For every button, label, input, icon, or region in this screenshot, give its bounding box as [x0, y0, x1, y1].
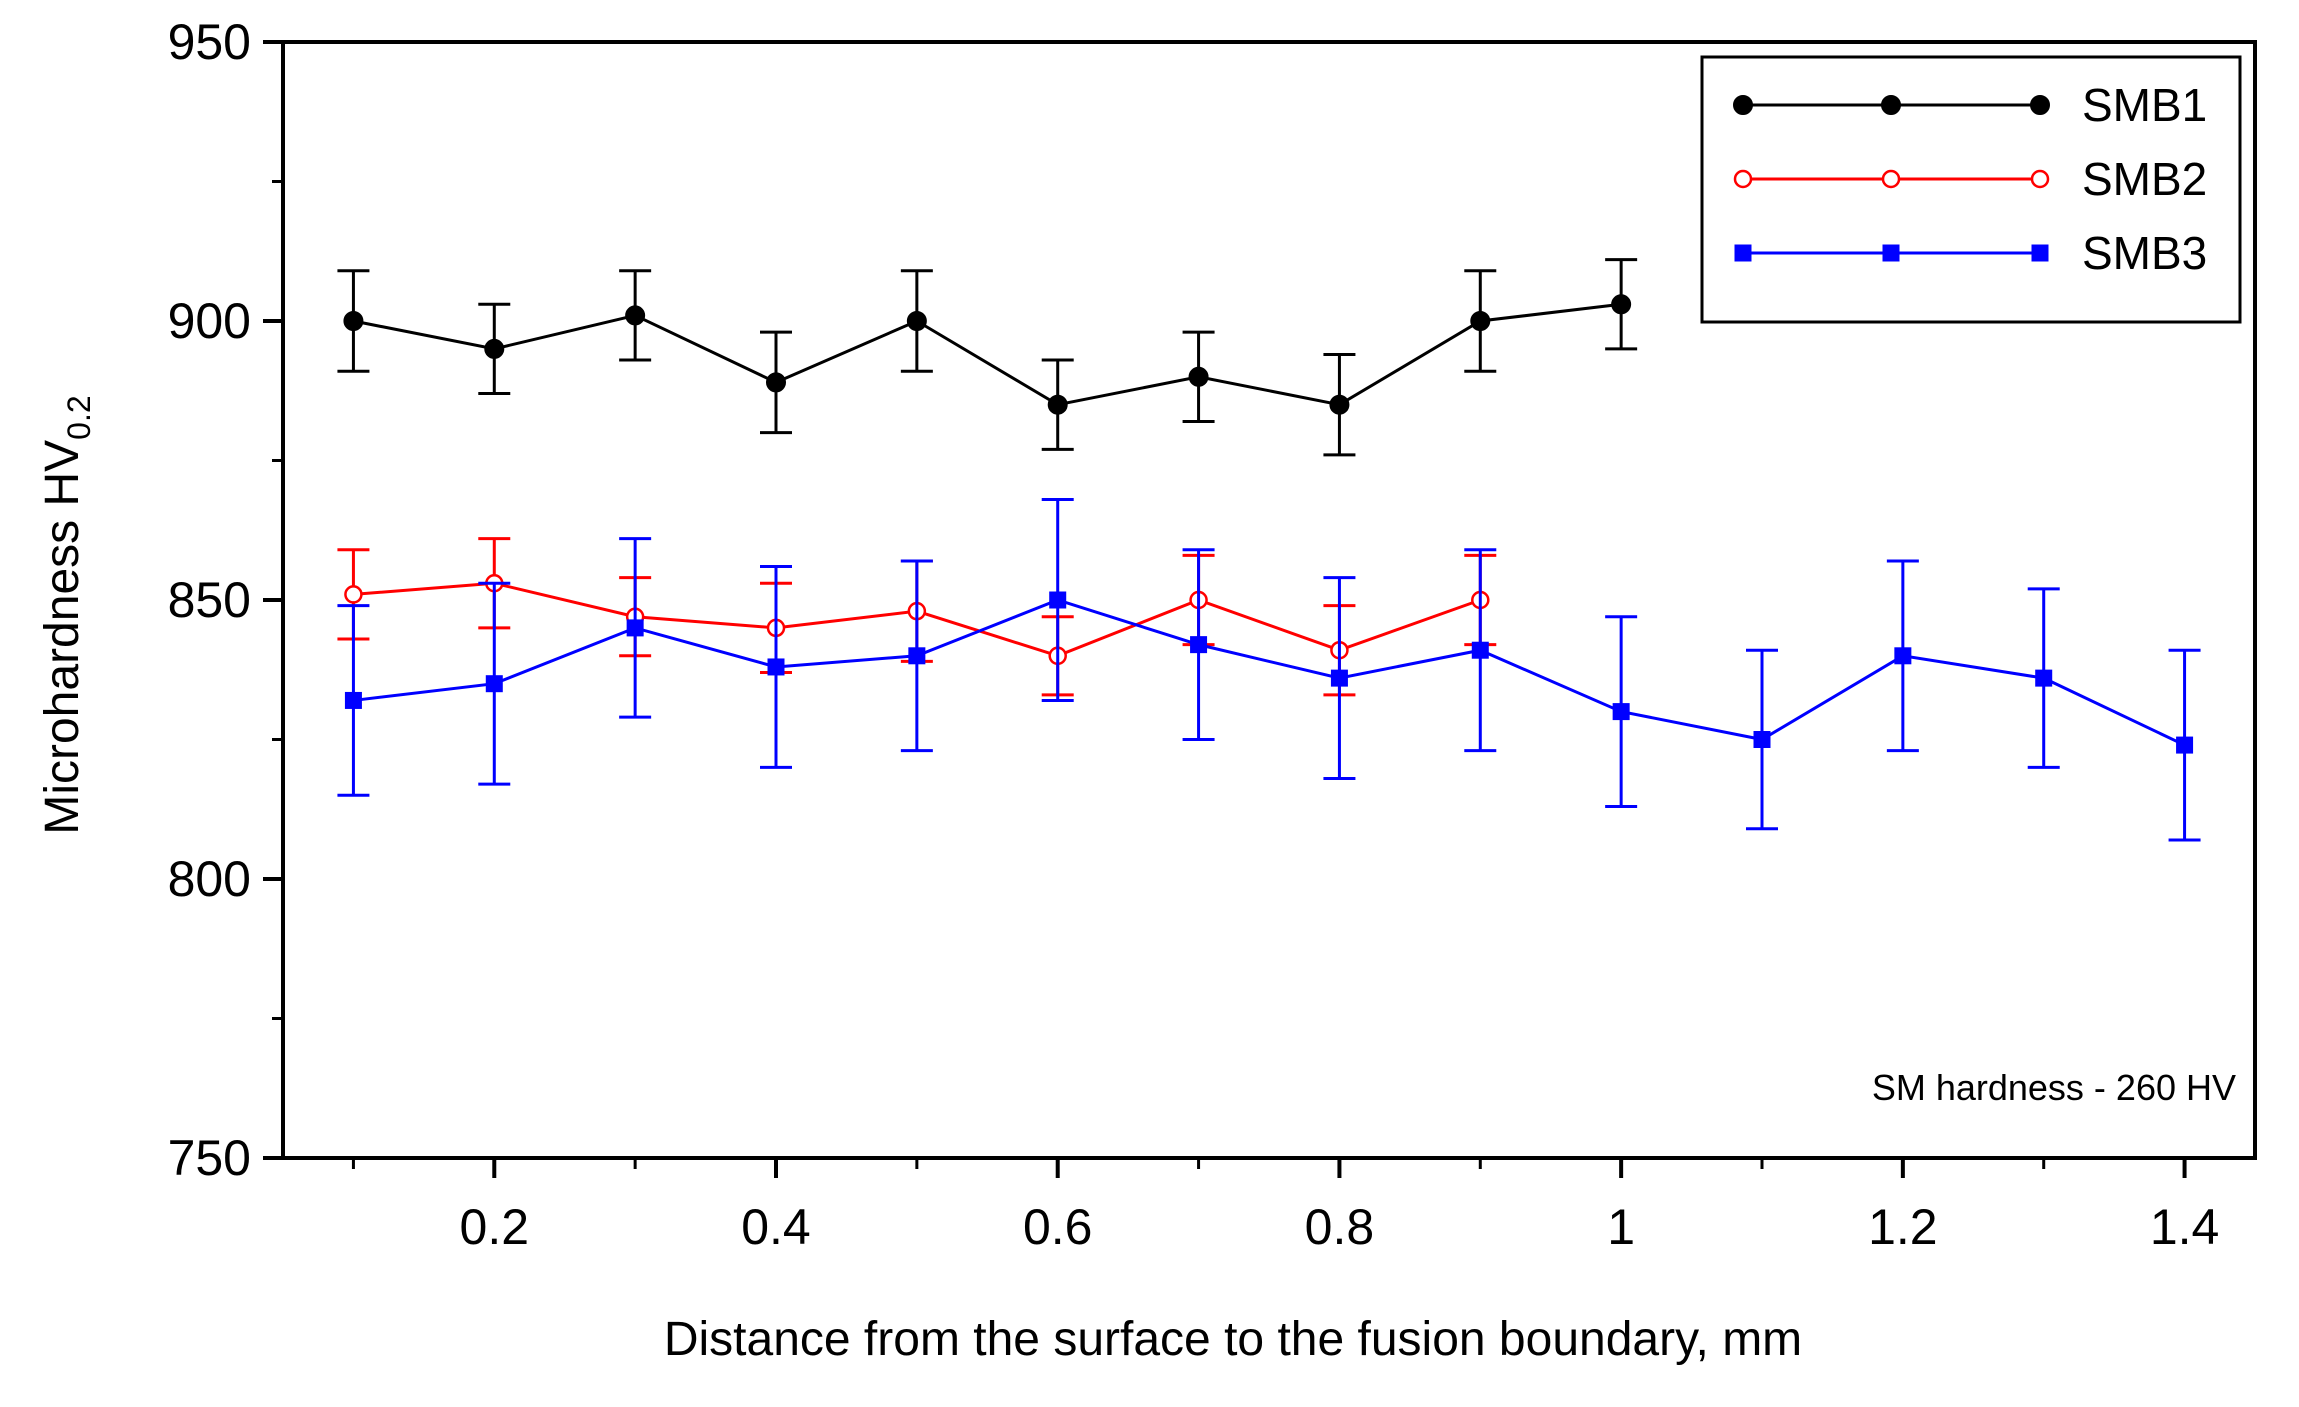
- smb1-line: [353, 302, 1622, 407]
- smb3-data-point: [2176, 736, 2194, 754]
- smb1-data-point: [484, 338, 505, 359]
- smb3-data-point: [1190, 636, 1208, 654]
- legend-label-smb3: SMB3: [2082, 227, 2207, 279]
- smb2-data-point: [344, 585, 363, 604]
- legend-marker-smb2: [1881, 169, 1901, 189]
- x-tick-label-0.8: 0.8: [1305, 1199, 1375, 1255]
- legend-marker-smb3: [1734, 244, 1752, 262]
- y-tick-label-750: 750: [168, 1130, 251, 1186]
- smb3-data-point: [1612, 703, 1630, 721]
- smb3-data-point: [2035, 669, 2053, 687]
- y-axis-title-subscript: 0.2: [61, 395, 97, 439]
- y-tick-label-950: 950: [168, 14, 251, 70]
- y-tick-label-800: 800: [168, 851, 251, 907]
- smb1-data-point: [906, 311, 927, 331]
- legend-item-smb1: SMB1: [1733, 79, 2207, 131]
- legend-item-smb3: SMB3: [1734, 227, 2207, 279]
- smb3-data-point: [1330, 669, 1348, 687]
- annotation-sm-hardness: SM hardness - 260 HV: [1872, 1067, 2236, 1108]
- smb1-data-point: [625, 305, 646, 326]
- smb1-data-point: [1047, 394, 1068, 415]
- legend-item-smb2: SMB2: [1733, 153, 2207, 205]
- legend-marker-smb3: [1882, 244, 1900, 262]
- y-axis-title: Microhardness HV0.2: [36, 395, 97, 834]
- smb3-data-point: [1471, 641, 1489, 659]
- smb3-data-point: [485, 675, 503, 693]
- legend-marker-smb2: [1733, 169, 1753, 189]
- smb1-data-point: [766, 372, 786, 393]
- smb3-data-point: [767, 658, 785, 676]
- series-smb3: [337, 498, 2201, 842]
- smb3-data-point: [1894, 647, 1912, 665]
- x-tick-label-0.2: 0.2: [460, 1199, 530, 1255]
- y-tick-label-850: 850: [168, 572, 251, 628]
- x-tick-label-0.4: 0.4: [741, 1199, 811, 1255]
- smb1-data-point: [1329, 394, 1350, 415]
- legend-marker-smb1: [1881, 95, 1901, 115]
- smb1-data-point: [1188, 366, 1209, 387]
- x-axis-title: Distance from the surface to the fusion …: [664, 1313, 1802, 1366]
- legend-marker-smb3: [2031, 244, 2049, 262]
- legend: SMB1 SMB2 SMB3: [1700, 55, 2242, 324]
- x-tick-label-1.2: 1.2: [1868, 1199, 1938, 1255]
- smb3-line: [353, 598, 2186, 747]
- x-tick-label-1.4: 1.4: [2150, 1199, 2220, 1255]
- y-axis-title-main: Microhardness HV: [36, 440, 89, 835]
- series-smb1: [337, 258, 1638, 457]
- legend-box: [1700, 55, 2242, 324]
- smb3-data-point: [1049, 591, 1067, 609]
- smb3-data-point: [626, 619, 644, 637]
- smb1-data-point: [343, 311, 364, 331]
- smb3-data-point: [344, 691, 362, 709]
- legend-marker-smb2: [2030, 169, 2050, 189]
- x-tick-label-1: 1: [1607, 1199, 1635, 1255]
- smb1-data-point: [1470, 311, 1491, 331]
- y-tick-label-900: 900: [168, 293, 251, 349]
- smb3-data-point: [1753, 731, 1771, 748]
- legend-label-smb1: SMB1: [2082, 79, 2207, 131]
- legend-label-smb2: SMB2: [2082, 153, 2207, 205]
- plot-area: [337, 258, 2201, 842]
- axes: 750 800 850 900 950 0.2 0.4 0.6 0.8 1 1.2 1.4: [168, 14, 2257, 1255]
- legend-marker-smb1: [1733, 95, 1753, 115]
- x-tick-label-0.6: 0.6: [1023, 1199, 1093, 1255]
- legend-marker-smb1: [2030, 95, 2050, 115]
- smb1-data-point: [1611, 294, 1632, 315]
- smb3-data-point: [908, 647, 926, 665]
